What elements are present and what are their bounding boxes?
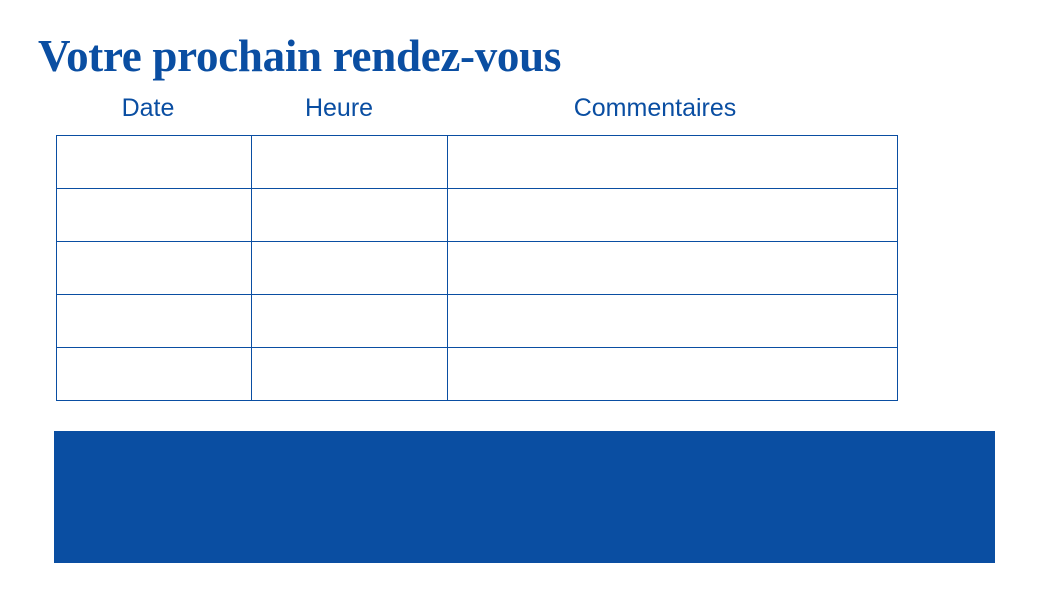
table-row — [56, 347, 898, 401]
date-cell[interactable] — [56, 294, 252, 348]
date-cell[interactable] — [56, 241, 252, 295]
table-row — [56, 135, 898, 189]
table-row — [56, 188, 898, 242]
heure-cell[interactable] — [251, 188, 448, 242]
heure-cell[interactable] — [251, 135, 448, 189]
commentaires-cell[interactable] — [447, 294, 898, 348]
page-title: Votre prochain rendez-vous — [38, 31, 562, 81]
heure-cell[interactable] — [251, 294, 448, 348]
date-cell[interactable] — [56, 188, 252, 242]
appointment-table — [56, 135, 898, 401]
commentaires-cell[interactable] — [447, 135, 898, 189]
commentaires-cell[interactable] — [447, 188, 898, 242]
heure-cell[interactable] — [251, 241, 448, 295]
column-header-commentaires: Commentaires — [573, 94, 737, 122]
heure-cell[interactable] — [251, 347, 448, 401]
blue-banner — [54, 431, 995, 563]
column-header-date: Date — [121, 94, 175, 122]
date-cell[interactable] — [56, 347, 252, 401]
column-header-heure: Heure — [304, 94, 374, 122]
date-cell[interactable] — [56, 135, 252, 189]
table-row — [56, 241, 898, 295]
commentaires-cell[interactable] — [447, 241, 898, 295]
table-row — [56, 294, 898, 348]
commentaires-cell[interactable] — [447, 347, 898, 401]
